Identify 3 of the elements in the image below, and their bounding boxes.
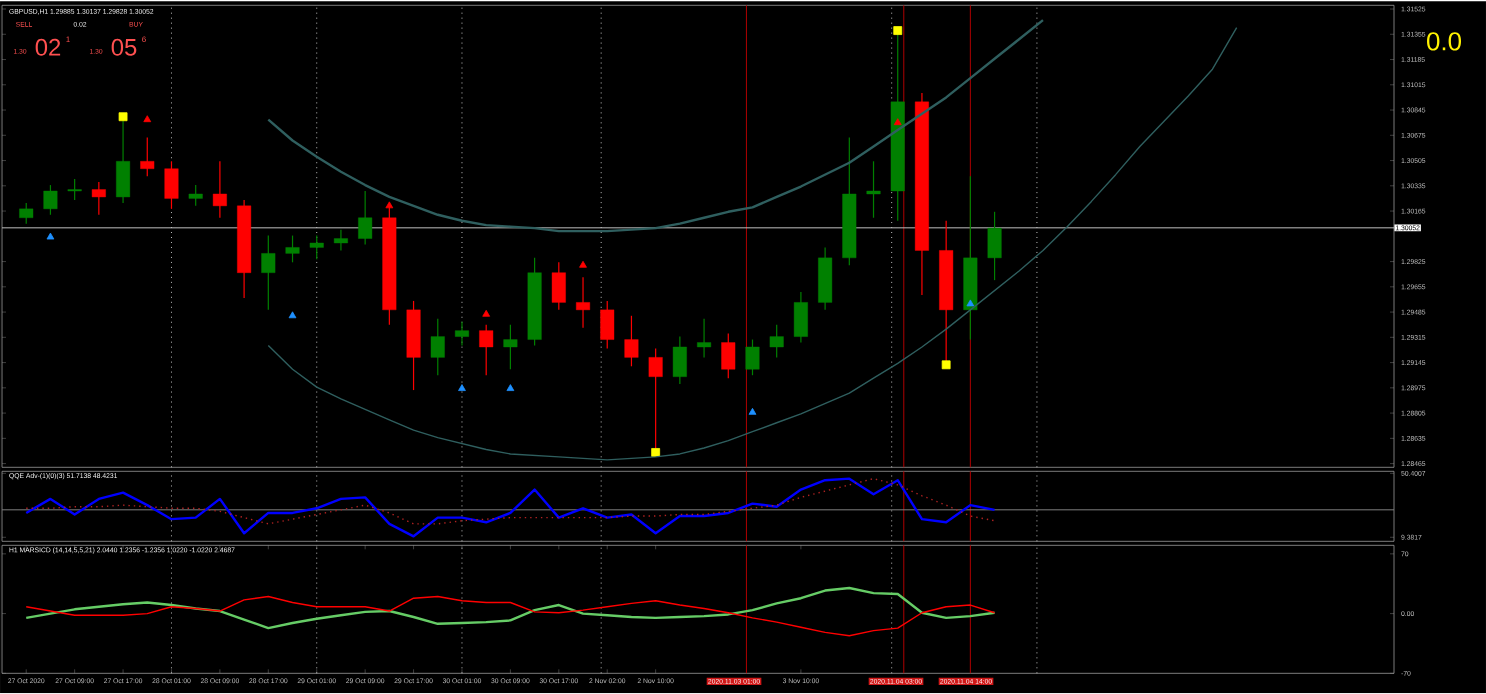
annotation: 02 [35,39,61,57]
text: 0.0 [1427,32,1462,51]
annotation: 05 [111,39,137,57]
